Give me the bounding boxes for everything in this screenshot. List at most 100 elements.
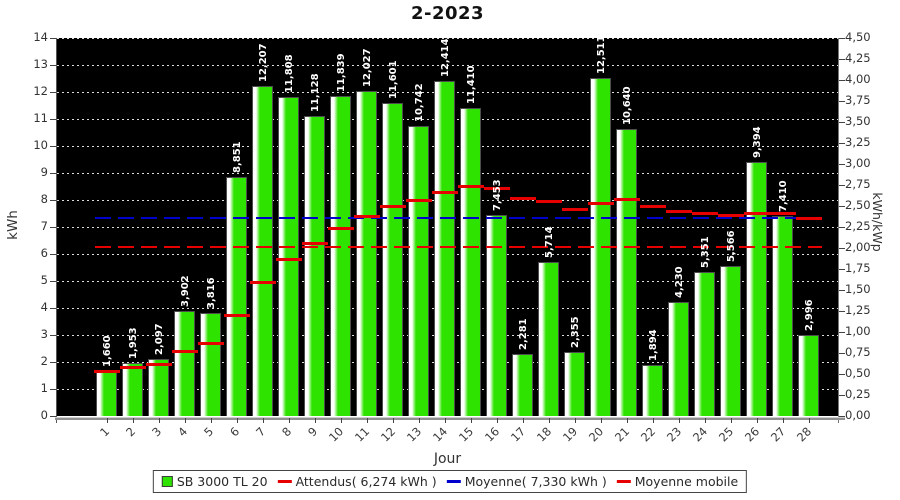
y-right-tick-15	[839, 101, 845, 102]
moving-average-segment-day-7	[249, 281, 276, 285]
y-left-tick-3	[50, 335, 56, 336]
chart-title: 2-2023	[410, 3, 485, 24]
plot-area: 1,660 1,953 2,097 3,902 3,816 8,851 12,207 11,8…	[57, 36, 838, 416]
legend-item-attendus: Attendus( 6,274 kWh )	[277, 474, 437, 489]
y-left-tick-11	[50, 119, 56, 120]
bar-day-22	[642, 364, 663, 416]
x-tick-22	[652, 418, 654, 423]
y-left-label-1: 1	[40, 381, 48, 395]
y-right-tick-18	[839, 38, 845, 39]
reference-line-attendus	[95, 245, 822, 248]
y-right-label-12: 3,00	[845, 156, 871, 170]
x-tick-23	[678, 418, 680, 423]
bar-value-label-day-2: 1,953	[127, 327, 139, 360]
moving-average-segment-day-25	[717, 214, 744, 218]
y-left-label-13: 13	[33, 57, 48, 71]
y-right-label-6: 1,50	[845, 282, 871, 296]
moving-average-segment-day-10	[327, 227, 354, 231]
y-right-label-5: 1,25	[845, 303, 871, 317]
bar-day-26	[746, 162, 767, 416]
moving-average-segment-day-1	[93, 369, 120, 373]
x-tick-6	[236, 418, 238, 423]
y-left-label-9: 9	[40, 165, 48, 179]
moving-average-segment-day-5	[197, 341, 224, 345]
bar-day-5	[200, 312, 221, 416]
y-right-label-11: 2,75	[845, 177, 871, 191]
bar-value-label-day-24: 5,351	[699, 235, 711, 268]
bar-value-label-day-5: 3,816	[205, 277, 217, 309]
bar-value-label-day-4: 3,902	[179, 275, 191, 307]
moving-average-segment-day-16	[483, 186, 510, 190]
moving-average-segment-day-14	[431, 190, 458, 194]
bar-day-1	[96, 371, 117, 416]
bar-value-label-day-7: 12,207	[257, 43, 269, 83]
bar-value-label-day-14: 12,414	[439, 38, 451, 77]
y-left-tick-12	[50, 92, 56, 93]
bar-day-15	[460, 107, 481, 416]
legend-item-moyenne-mobile: Moyenne mobile	[616, 474, 738, 489]
x-tick-1	[106, 418, 108, 423]
y-left-label-0: 0	[40, 408, 48, 422]
y-left-label-14: 14	[33, 30, 48, 44]
x-tick-14	[444, 418, 446, 423]
y-left-tick-0	[50, 416, 56, 417]
x-tick-15	[470, 418, 472, 423]
moving-average-segment-day-6	[223, 314, 250, 318]
legend-item-moyenne: Moyenne( 7,330 kWh )	[446, 474, 607, 489]
moving-average-segment-day-13	[405, 199, 432, 203]
gridline-y14	[57, 38, 838, 39]
y-right-tick-12	[839, 164, 845, 165]
series-color-swatch	[161, 476, 173, 487]
y-right-tick-0	[839, 416, 845, 417]
y-left-label-12: 12	[33, 84, 48, 98]
y-right-label-2: 0,50	[845, 366, 871, 380]
moving-average-segment-day-11	[353, 214, 380, 218]
y-right-label-16: 4,00	[845, 72, 871, 86]
bar-day-9	[304, 115, 325, 416]
y-right-tick-14	[839, 122, 845, 123]
moving-average-segment-day-20	[587, 201, 614, 205]
y-right-label-14: 3,50	[845, 114, 871, 128]
x-tick-26	[756, 418, 758, 423]
x-tick-27	[782, 418, 784, 423]
x-tick-20	[600, 418, 602, 423]
bar-value-label-day-9: 11,128	[309, 72, 321, 112]
y-axis-title-left: kWh	[5, 210, 21, 240]
x-tick-7	[262, 418, 264, 423]
y-left-tick-9	[50, 173, 56, 174]
x-tick-8	[288, 418, 290, 423]
y-right-tick-3	[839, 353, 845, 354]
bar-value-label-day-6: 8,851	[231, 141, 243, 174]
y-right-tick-9	[839, 227, 845, 228]
y-left-label-2: 2	[40, 354, 48, 368]
y-right-label-9: 2,25	[845, 219, 871, 233]
y-right-tick-10	[839, 206, 845, 207]
moving-average-segment-day-19	[561, 208, 588, 212]
bar-day-24	[694, 271, 715, 416]
x-tick-3	[158, 418, 160, 423]
moving-average-segment-day-22	[639, 205, 666, 209]
y-left-tick-5	[50, 281, 56, 282]
moving-average-segment-day-23	[665, 209, 692, 213]
y-left-label-3: 3	[40, 327, 48, 341]
bar-value-label-day-23: 4,230	[673, 266, 685, 298]
x-tick-17	[522, 418, 524, 423]
y-right-tick-13	[839, 143, 845, 144]
x-tick-21	[626, 418, 628, 423]
x-tick-10	[340, 418, 342, 423]
y-left-tick-4	[50, 308, 56, 309]
bar-value-label-day-25: 5,566	[725, 230, 737, 262]
bar-value-label-day-13: 10,742	[413, 83, 425, 122]
y-right-label-15: 3,75	[845, 93, 871, 107]
y-right-label-3: 0,75	[845, 345, 871, 359]
y-right-label-17: 4,25	[845, 51, 871, 65]
x-tick-2	[132, 418, 134, 423]
y-right-label-7: 1,75	[845, 261, 871, 275]
y-left-tick-1	[50, 389, 56, 390]
y-right-label-4: 1,00	[845, 324, 871, 338]
x-tick-11	[366, 418, 368, 423]
y-left-label-6: 6	[40, 246, 48, 260]
y-right-tick-5	[839, 311, 845, 312]
bar-value-label-day-1: 1,660	[101, 335, 113, 368]
